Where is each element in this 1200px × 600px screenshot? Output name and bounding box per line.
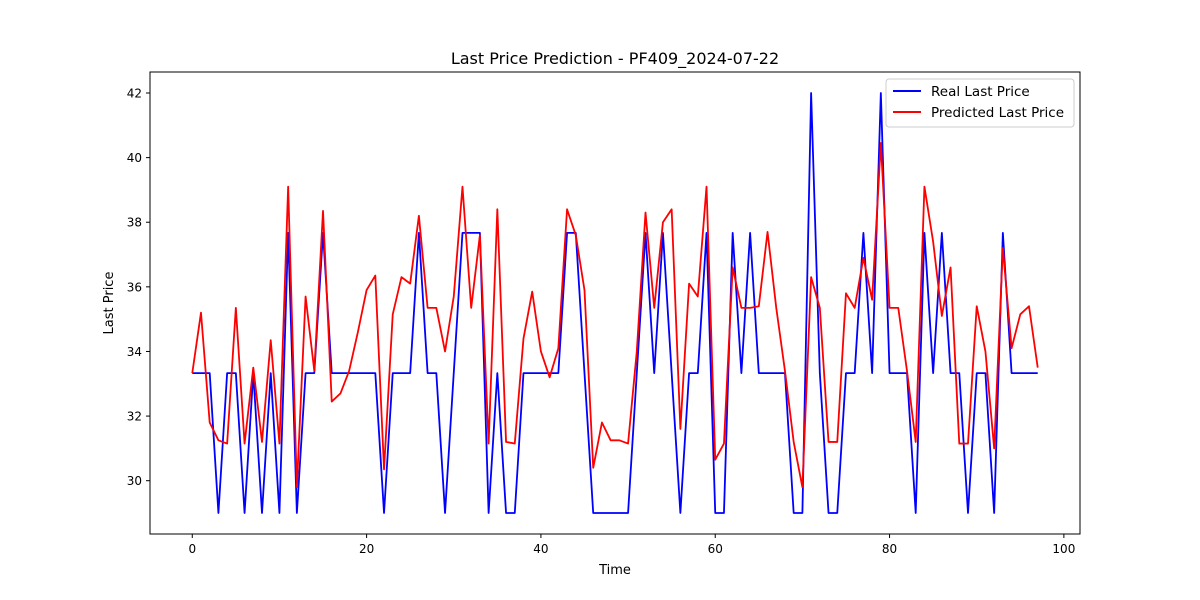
y-tick-label: 40: [127, 151, 142, 165]
series-layer: [191, 92, 1039, 514]
x-axis-label: Time: [598, 563, 631, 578]
y-tick-label: 32: [127, 410, 142, 424]
y-axis-label: Last Price: [102, 272, 117, 335]
predicted-last-price-line: [191, 142, 1039, 489]
y-tick-label: 36: [127, 280, 142, 294]
chart-title: Last Price Prediction - PF409_2024-07-22: [451, 49, 779, 69]
x-axis: 0 20 40 60 80 100: [188, 534, 1075, 556]
x-tick-label: 60: [708, 542, 723, 556]
y-tick-label: 38: [127, 216, 142, 230]
y-tick-label: 30: [127, 474, 142, 488]
plot-frame: [149, 71, 1081, 535]
x-tick-label: 100: [1052, 542, 1075, 556]
legend-label-real: Real Last Price: [931, 84, 1030, 100]
x-tick-label: 0: [188, 542, 196, 556]
real-last-price-line: [192, 92, 1038, 514]
legend: Real Last Price Predicted Last Price: [885, 78, 1075, 128]
x-tick-label: 20: [359, 542, 374, 556]
x-tick-label: 40: [533, 542, 548, 556]
y-tick-label: 34: [127, 345, 142, 359]
y-tick-label: 42: [127, 87, 142, 101]
legend-label-predicted: Predicted Last Price: [931, 105, 1064, 121]
y-axis: 30 32 34 36 38 40 42: [127, 87, 150, 488]
x-tick-label: 80: [882, 542, 897, 556]
legend-box: [885, 78, 1075, 128]
